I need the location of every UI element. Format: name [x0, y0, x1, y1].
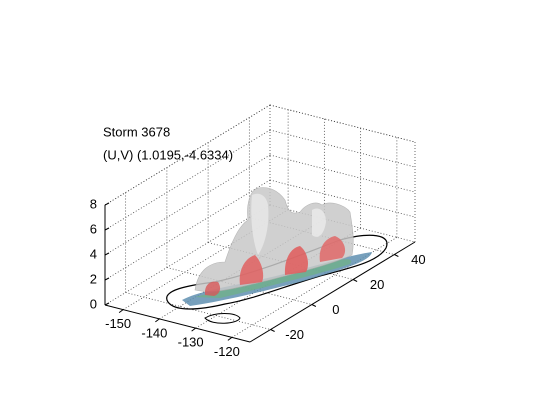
grid-line — [269, 154, 416, 193]
red-isosurface — [239, 255, 264, 285]
box-edge — [104, 104, 271, 206]
y-tick-label: 20 — [370, 277, 384, 292]
x-tick-label: -130 — [178, 335, 204, 350]
z-tick-label: 2 — [90, 271, 97, 286]
red-isosurface — [284, 246, 308, 275]
z-tick — [104, 252, 110, 256]
y-tick-label: -20 — [285, 327, 304, 342]
annotation: (U,V) (1.0195,-4.6334) — [103, 147, 233, 162]
z-tick-label: 0 — [90, 296, 97, 311]
y-tick — [394, 254, 399, 257]
grid-line — [269, 129, 416, 168]
gray-isosurface — [312, 208, 326, 237]
grid-line — [269, 179, 416, 218]
z-tick — [104, 277, 110, 281]
red-isosurface — [319, 236, 346, 262]
storm-contour — [204, 313, 241, 324]
grid-line — [269, 104, 416, 143]
y-tick — [311, 304, 317, 307]
x-tick — [191, 327, 196, 332]
x-tick-label: -120 — [214, 344, 240, 359]
z-tick — [104, 227, 110, 231]
y-axis — [249, 241, 416, 343]
grid-line — [104, 154, 271, 256]
x-tick — [155, 318, 160, 323]
z-tick — [104, 302, 110, 306]
z-tick-label: 4 — [90, 246, 97, 261]
isosurfaces — [166, 187, 388, 324]
x-tick — [227, 336, 233, 341]
grid-line — [166, 267, 312, 305]
grid-line — [104, 129, 271, 231]
red-isosurface — [204, 281, 221, 296]
x-tick — [118, 309, 124, 314]
grid-line — [231, 237, 398, 338]
x-tick-label: -150 — [105, 316, 131, 331]
y-tick — [270, 329, 275, 332]
grid-line — [125, 292, 271, 330]
annotation: Storm 3678 — [103, 124, 170, 139]
x-axis — [104, 304, 251, 343]
grid-line — [122, 209, 289, 310]
box-edge — [269, 104, 416, 143]
grid-line — [269, 204, 416, 243]
z-tick-label: 6 — [90, 221, 97, 236]
z-tick — [104, 202, 110, 206]
x-tick-label: -140 — [141, 325, 167, 340]
grid-line — [104, 179, 271, 281]
y-tick-label: 40 — [411, 252, 425, 267]
y-tick — [352, 279, 358, 282]
y-tick-label: 0 — [332, 302, 339, 317]
grid-line — [104, 204, 271, 306]
gray-isosurface — [251, 193, 269, 255]
z-tick-label: 8 — [90, 196, 97, 211]
